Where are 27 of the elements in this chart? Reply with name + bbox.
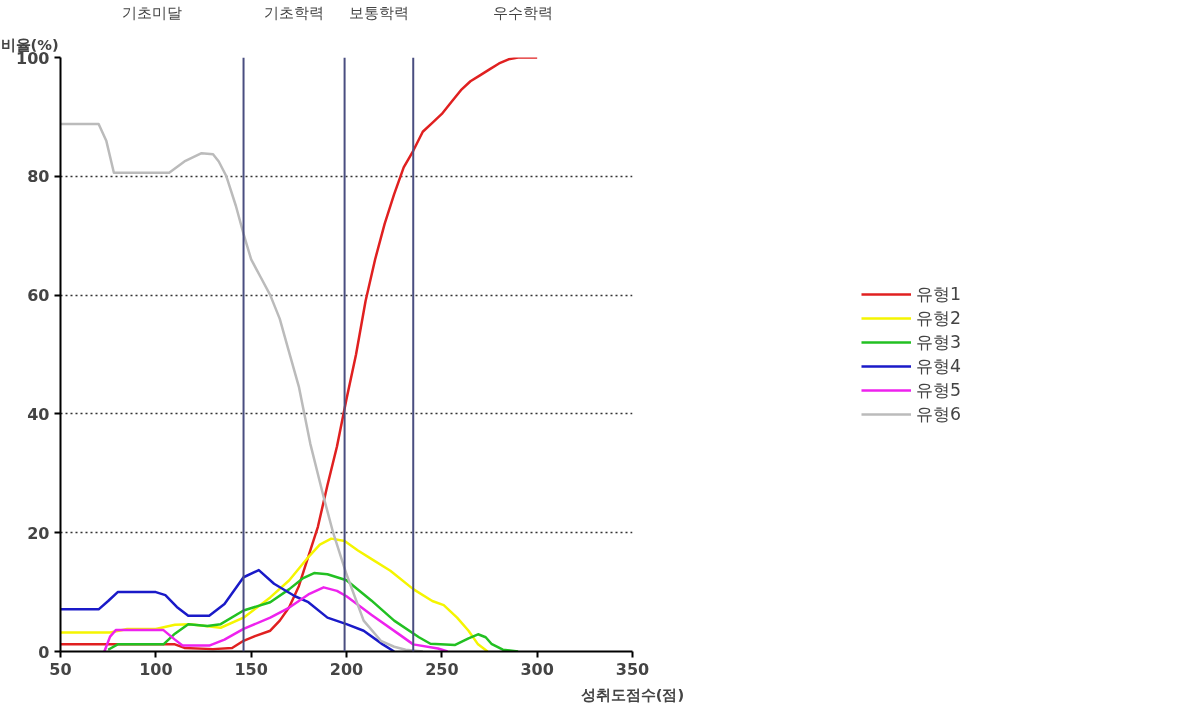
x-tick-label: 350	[615, 659, 650, 679]
legend-label: 유형2	[915, 307, 962, 330]
x-tick-label: 50	[49, 659, 72, 679]
y-tick-label: 0	[38, 642, 50, 662]
text: 우수학력	[492, 3, 553, 21]
y-tick-label: 40	[27, 404, 50, 424]
text: 기초미달	[122, 3, 183, 21]
y-tick-label: 20	[27, 523, 50, 543]
x-tick-label: 100	[139, 659, 173, 679]
legend-label: 유형4	[915, 355, 962, 378]
text: 보통학력	[348, 3, 409, 21]
x-axis-title: 성취도점수(점)	[580, 685, 685, 703]
y-tick-label: 80	[27, 167, 50, 187]
line-series	[103, 586, 449, 652]
line-series	[60, 122, 425, 652]
legend-label: 유형6	[915, 403, 962, 426]
x-tick-label: 250	[425, 659, 459, 679]
legend-label: 유형1	[915, 283, 962, 306]
line-series	[106, 571, 520, 652]
y-tick-label: 60	[27, 286, 50, 306]
legend-label: 유형3	[915, 331, 962, 354]
legend-label: 유형5	[915, 379, 962, 402]
text: 기초학력	[264, 3, 325, 21]
x-tick-label: 150	[234, 659, 268, 679]
x-tick-label: 300	[520, 659, 554, 679]
x-tick-label: 200	[329, 659, 364, 679]
line-series	[60, 568, 396, 652]
